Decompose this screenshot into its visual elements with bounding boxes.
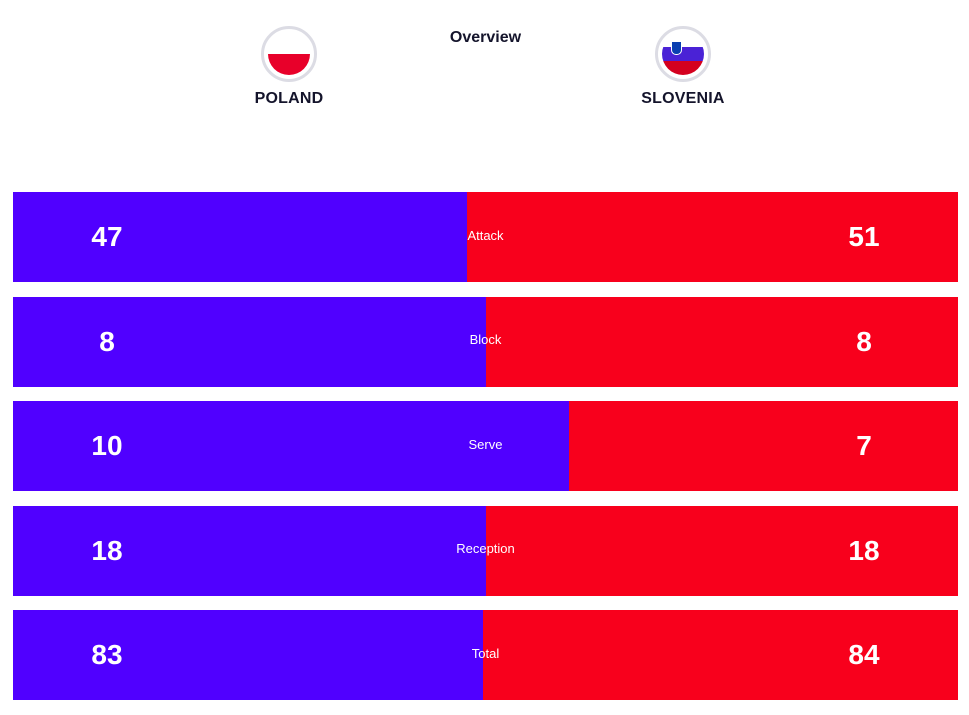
stat-label: Block [469, 332, 502, 347]
stats-comparison: 47 51 Attack 8 8 Block 10 7 Serve 18 18 Reception 83… [13, 192, 958, 715]
slovenia-flag-icon [655, 26, 711, 82]
stat-row: 8 8 Block [13, 296, 958, 387]
stat-bar-away [485, 505, 958, 596]
stat-bar-home [13, 401, 569, 491]
stat-label: Total [471, 645, 500, 661]
stat-label: Attack [467, 227, 504, 243]
stat-value-away: 18 [848, 534, 880, 566]
team-away: SLOVENIA [603, 26, 763, 108]
stat-value-home: 10 [91, 430, 123, 461]
page-title: Overview [449, 29, 522, 46]
stat-bar-away [482, 610, 958, 700]
stat-bar-away [466, 192, 958, 282]
stat-value-away: 7 [856, 430, 872, 461]
stat-row: 83 84 Total [13, 610, 958, 700]
poland-flag-icon [261, 26, 317, 82]
team-home-name: POLAND [254, 90, 324, 107]
stat-value-away: 8 [856, 325, 872, 357]
stat-value-home: 83 [91, 639, 123, 670]
stat-bar-home [13, 610, 483, 700]
stat-row: 10 7 Serve [13, 401, 958, 491]
stat-label: Reception [456, 541, 515, 556]
stat-row: 47 51 Attack [13, 192, 958, 282]
stat-bar-home [13, 296, 486, 387]
stat-bar-away [568, 401, 958, 491]
stat-value-away: 84 [848, 639, 880, 670]
stat-value-home: 18 [91, 534, 123, 566]
stat-bar-home [13, 505, 486, 596]
stat-bar-home [13, 192, 467, 282]
stat-label: Serve [468, 436, 503, 452]
stat-bar-away [485, 296, 958, 387]
stat-value-home: 8 [99, 325, 115, 357]
stat-row: 18 18 Reception [13, 505, 958, 596]
team-home: POLAND [209, 26, 369, 108]
stat-value-home: 47 [91, 221, 123, 252]
stat-value-away: 51 [848, 221, 880, 252]
team-away-name: SLOVENIA [641, 90, 725, 107]
